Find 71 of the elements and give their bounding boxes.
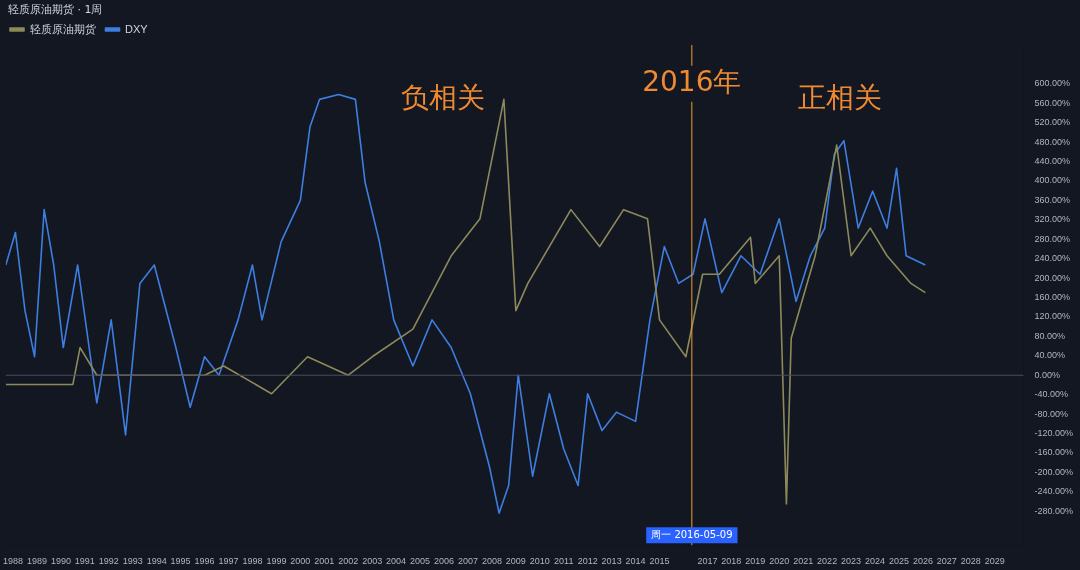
- y-tick-label: -160.00%: [1034, 447, 1073, 458]
- legend-label: DXY: [125, 22, 149, 35]
- y-tick-label: -200.00%: [1034, 466, 1073, 477]
- x-tick-label: 2002: [338, 556, 359, 567]
- x-tick-label: 2015: [649, 556, 670, 567]
- x-tick-label: 1996: [194, 556, 215, 567]
- y-tick-label: 280.00%: [1034, 233, 1070, 244]
- x-tick-label: 2007: [457, 556, 478, 567]
- annotation: 2016年: [642, 65, 742, 99]
- x-tick-label: 2012: [577, 556, 598, 567]
- x-tick-label: 1992: [98, 556, 119, 567]
- y-tick-label: 560.00%: [1034, 97, 1070, 108]
- y-tick-label: 480.00%: [1034, 136, 1070, 147]
- y-tick-label: 0.00%: [1034, 369, 1060, 380]
- x-tick-label: 1993: [122, 556, 143, 567]
- x-tick-label: 1999: [266, 556, 287, 567]
- x-tick-label: 2010: [529, 556, 550, 567]
- legend-label: 轻质原油期货: [29, 22, 96, 35]
- x-tick-label: 1994: [146, 556, 167, 567]
- x-tick-label: 1990: [50, 556, 71, 567]
- y-tick-label: 80.00%: [1034, 330, 1065, 341]
- x-tick-label: 2017: [697, 556, 718, 567]
- ref-line-label: 周一 2016-05-09: [651, 528, 733, 540]
- x-tick-label: 2004: [386, 556, 407, 567]
- x-tick-label: 2029: [984, 556, 1005, 567]
- x-tick-label: 2005: [410, 556, 431, 567]
- y-tick-label: -80.00%: [1034, 408, 1068, 419]
- x-tick-label: 1997: [218, 556, 239, 567]
- x-tick-label: 2023: [841, 556, 862, 567]
- x-tick-label: 2022: [817, 556, 838, 567]
- y-tick-label: -40.00%: [1034, 389, 1068, 400]
- x-tick-label: 2028: [960, 556, 981, 567]
- x-tick-label: 2000: [290, 556, 311, 567]
- x-tick-label: 1989: [26, 556, 47, 567]
- y-tick-label: -240.00%: [1034, 486, 1073, 497]
- x-tick-label: 2001: [314, 556, 335, 567]
- x-tick-label: 2009: [505, 556, 526, 567]
- x-tick-label: 1988: [3, 556, 24, 567]
- x-tick-label: 2021: [793, 556, 814, 567]
- x-tick-label: 2014: [625, 556, 646, 567]
- x-tick-label: 2006: [434, 556, 455, 567]
- x-tick-label: 2008: [481, 556, 502, 567]
- x-tick-label: 1998: [242, 556, 263, 567]
- y-tick-label: 40.00%: [1034, 350, 1065, 361]
- y-tick-label: 400.00%: [1034, 175, 1070, 186]
- chart-title: 轻质原油期货 · 1周: [8, 2, 103, 17]
- y-tick-label: 360.00%: [1034, 194, 1070, 205]
- y-tick-label: 200.00%: [1034, 272, 1070, 283]
- x-tick-label: 2026: [912, 556, 933, 567]
- annotation: 正相关: [798, 81, 883, 115]
- y-tick-label: -280.00%: [1034, 505, 1073, 516]
- x-tick-label: 2024: [865, 556, 886, 567]
- y-tick-label: 120.00%: [1034, 311, 1070, 322]
- x-tick-label: 2018: [721, 556, 742, 567]
- x-tick-label: 2013: [601, 556, 622, 567]
- x-tick-label: 2027: [936, 556, 957, 567]
- y-tick-label: 600.00%: [1034, 78, 1070, 89]
- y-tick-label: 320.00%: [1034, 214, 1070, 225]
- y-tick-label: 440.00%: [1034, 156, 1070, 167]
- x-tick-label: 2011: [554, 556, 574, 567]
- x-tick-label: 2025: [888, 556, 909, 567]
- annotation: 负相关: [401, 81, 486, 115]
- x-tick-label: 2019: [745, 556, 766, 567]
- y-tick-label: 520.00%: [1034, 117, 1070, 128]
- x-tick-label: 1995: [170, 556, 191, 567]
- y-tick-label: 160.00%: [1034, 292, 1070, 303]
- x-tick-label: 2003: [362, 556, 383, 567]
- x-tick-label: 1991: [74, 556, 95, 567]
- x-tick-label: 2020: [769, 556, 790, 567]
- y-tick-label: -120.00%: [1034, 427, 1073, 438]
- y-tick-label: 240.00%: [1034, 253, 1070, 264]
